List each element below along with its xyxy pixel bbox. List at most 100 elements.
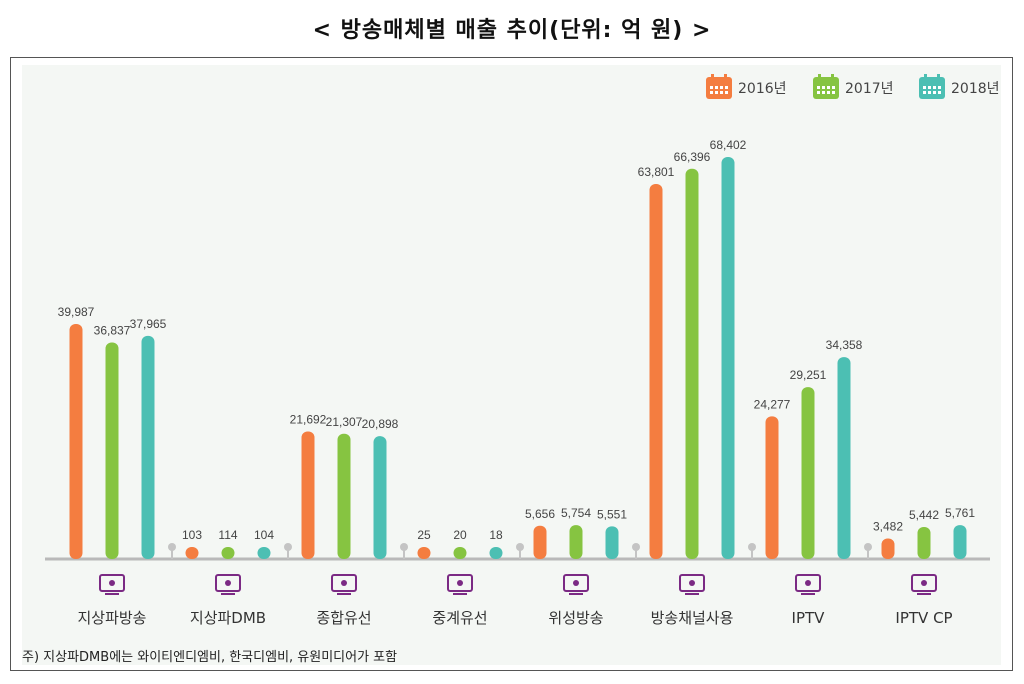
data-label: 18	[489, 528, 503, 542]
category-label: 종합유선	[316, 609, 371, 627]
axis-separator-dot	[516, 543, 524, 551]
data-label: 5,656	[525, 507, 555, 521]
legend-calendar-cell	[822, 86, 825, 89]
legend-calendar-cell	[928, 86, 931, 89]
data-label: 21,692	[290, 413, 327, 427]
bar	[221, 547, 235, 559]
legend-calendar-ring	[937, 74, 940, 80]
data-label: 21,307	[326, 415, 363, 429]
legend-calendar-cell	[715, 91, 718, 94]
category-label: 지상파DMB	[190, 609, 266, 627]
legend-label: 2016년	[738, 81, 787, 97]
axis-separator-dot	[748, 543, 756, 551]
iptv-cp-icon	[911, 574, 937, 595]
bar	[649, 184, 663, 560]
bar	[837, 357, 851, 559]
bar	[765, 416, 779, 559]
category-label: 중계유선	[432, 609, 487, 627]
data-label: 39,987	[58, 305, 95, 319]
legend-calendar-cell	[817, 86, 820, 89]
axis-separator-dot	[864, 543, 872, 551]
data-label: 20	[453, 528, 467, 542]
bar	[881, 538, 895, 559]
antenna-tower-icon	[331, 574, 357, 595]
bar	[569, 525, 583, 559]
chart-title: < 방송매체별 매출 추이(단위: 억 원) >	[312, 18, 712, 43]
category-label: IPTV CP	[895, 609, 952, 627]
bar	[917, 527, 931, 559]
bar	[685, 168, 699, 559]
data-label: 25	[417, 528, 431, 542]
legend-calendar-cell	[827, 86, 830, 89]
data-label: 3,482	[873, 520, 903, 534]
data-label: 68,402	[710, 138, 747, 152]
axis-separator-dot	[632, 543, 640, 551]
legend-calendar-cell	[928, 91, 931, 94]
data-label: 34,358	[826, 338, 863, 352]
legend-label: 2017년	[845, 81, 894, 97]
bar	[417, 547, 431, 559]
category-label: 위성방송	[548, 609, 603, 627]
bar	[605, 526, 619, 559]
bar	[373, 436, 387, 559]
data-label: 20,898	[362, 417, 399, 431]
legend-calendar-ring	[818, 74, 821, 80]
category-label: 방송채널사용	[651, 609, 734, 627]
bar	[453, 547, 467, 559]
bar	[301, 431, 315, 559]
axis-separator-dot	[400, 543, 408, 551]
bar	[185, 547, 199, 559]
data-label: 5,754	[561, 506, 591, 520]
legend-calendar-cell	[725, 91, 728, 94]
legend-calendar-ring	[831, 74, 834, 80]
bar	[141, 335, 155, 559]
data-label: 5,761	[945, 506, 975, 520]
bar	[533, 525, 547, 559]
legend-calendar-cell	[715, 86, 718, 89]
bar	[337, 433, 351, 559]
channel-tv-icon	[679, 574, 705, 595]
legend-calendar-cell	[817, 91, 820, 94]
legend-calendar-icon	[706, 77, 732, 99]
legend-calendar-cell	[720, 91, 723, 94]
legend-calendar-cell	[827, 91, 830, 94]
footnote: 주) 지상파DMB에는 와이티엔디엠비, 한국디엠비, 유원미디어가 포함	[22, 650, 398, 665]
dmb-icon	[215, 574, 241, 595]
legend-calendar-cell	[923, 91, 926, 94]
data-label: 104	[254, 528, 274, 542]
legend-calendar-cell	[933, 86, 936, 89]
bar	[489, 547, 503, 559]
legend-calendar-ring	[711, 74, 714, 80]
data-label: 103	[182, 528, 202, 542]
relay-icon	[447, 574, 473, 595]
bar	[257, 547, 271, 559]
legend-calendar-cell	[710, 86, 713, 89]
category-label: IPTV	[792, 609, 826, 627]
data-label: 36,837	[94, 324, 131, 338]
legend-calendar-cell	[938, 86, 941, 89]
legend-calendar-ring	[924, 74, 927, 80]
legend-calendar-cell	[933, 91, 936, 94]
legend-calendar-cell	[923, 86, 926, 89]
data-label: 24,277	[754, 397, 791, 411]
legend-label: 2018년	[951, 81, 1000, 97]
bar	[721, 157, 735, 559]
data-label: 114	[218, 528, 237, 542]
data-label: 66,396	[674, 150, 711, 164]
bar	[953, 525, 967, 559]
data-label: 29,251	[790, 368, 827, 382]
data-label: 37,965	[130, 317, 167, 331]
iptv-icon	[795, 574, 821, 595]
legend-calendar-icon	[813, 77, 839, 99]
data-label: 63,801	[638, 165, 675, 179]
axis-separator-dot	[284, 543, 292, 551]
axis-separator-dot	[168, 543, 176, 551]
legend-calendar-cell	[725, 86, 728, 89]
tv-icon	[99, 574, 125, 595]
legend-calendar-cell	[832, 86, 835, 89]
data-label: 5,551	[597, 507, 627, 521]
legend-calendar-cell	[720, 86, 723, 89]
legend-calendar-cell	[710, 91, 713, 94]
legend-calendar-icon	[919, 77, 945, 99]
